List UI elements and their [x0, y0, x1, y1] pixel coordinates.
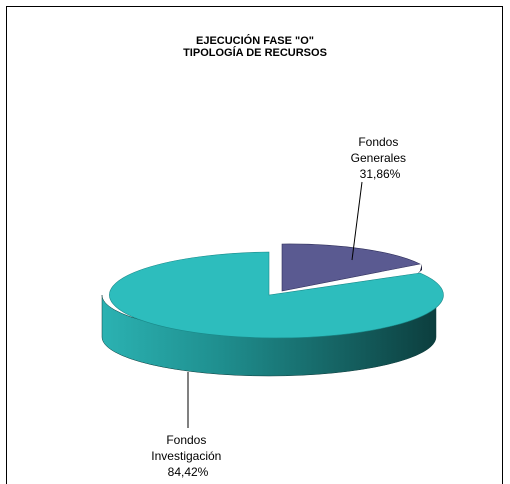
- slice-fondos-generales: [281, 243, 421, 292]
- slice-fondos-investigacion: [109, 251, 444, 339]
- label-fondos-investigacion: Fondos Investigación 84,42%: [151, 433, 224, 479]
- label-fondos-generales-line1: Fondos: [358, 135, 398, 149]
- chart-frame: [6, 6, 503, 484]
- value-label-fondos-generales: 31,86%: [360, 167, 401, 181]
- label-fondos-generales: Fondos Generales 31,86%: [351, 135, 410, 181]
- label-fondos-generales-line2: Generales: [351, 151, 406, 165]
- value-label-fondos-investigacion: 84,42%: [168, 465, 209, 479]
- chart-title: EJECUCIÓN FASE "O": [195, 35, 314, 47]
- chart-subtitle: TIPOLOGÍA DE RECURSOS: [183, 47, 327, 59]
- label-fondos-investigacion-line1: Fondos: [166, 433, 206, 447]
- leader-line-fondos-generales: [351, 181, 363, 261]
- slice-fondos-generales-side: [416, 264, 422, 275]
- label-fondos-investigacion-line2: Investigación: [151, 449, 221, 463]
